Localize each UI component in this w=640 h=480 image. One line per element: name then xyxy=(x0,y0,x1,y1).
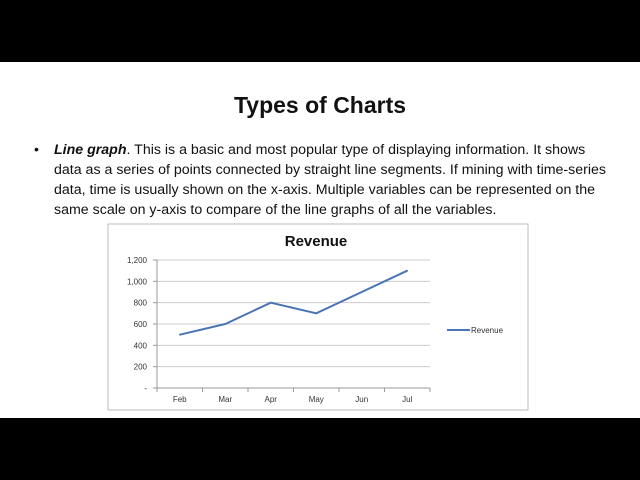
data-point xyxy=(269,301,272,304)
data-point xyxy=(360,291,363,293)
y-tick-label: 800 xyxy=(134,299,148,308)
series-line xyxy=(179,269,408,336)
y-tick-label: 1,000 xyxy=(127,277,148,286)
bullet-dot: • xyxy=(34,142,39,158)
x-tick-label: Apr xyxy=(265,395,278,404)
legend-label: Revenue xyxy=(471,326,504,335)
data-point xyxy=(406,269,409,272)
chart-frame xyxy=(107,223,529,411)
y-tick-label: 600 xyxy=(134,320,148,329)
x-tick-label: Mar xyxy=(218,395,232,404)
y-tick-label: 400 xyxy=(134,341,148,350)
bullet-text: . This is a basic and most popular type … xyxy=(54,142,607,218)
y-tick-label: - xyxy=(144,384,147,393)
data-point xyxy=(315,312,318,315)
x-tick-label: Feb xyxy=(173,395,187,404)
slide: Types of Charts • Line graph. This is a … xyxy=(0,62,640,418)
chart-title: Revenue xyxy=(285,233,348,250)
x-tick-label: Jul xyxy=(402,395,412,404)
x-tick-label: May xyxy=(309,395,324,404)
bullet-item: • Line graph. This is a basic and most p… xyxy=(34,140,608,220)
data-point xyxy=(224,323,227,325)
slide-title: Types of Charts xyxy=(233,92,407,118)
bullet-term: Line graph xyxy=(54,142,127,158)
data-point xyxy=(178,333,181,336)
y-tick-label: 200 xyxy=(134,363,148,372)
y-tick-label: 1,200 xyxy=(127,256,148,265)
x-tick-label: Jun xyxy=(355,395,368,404)
